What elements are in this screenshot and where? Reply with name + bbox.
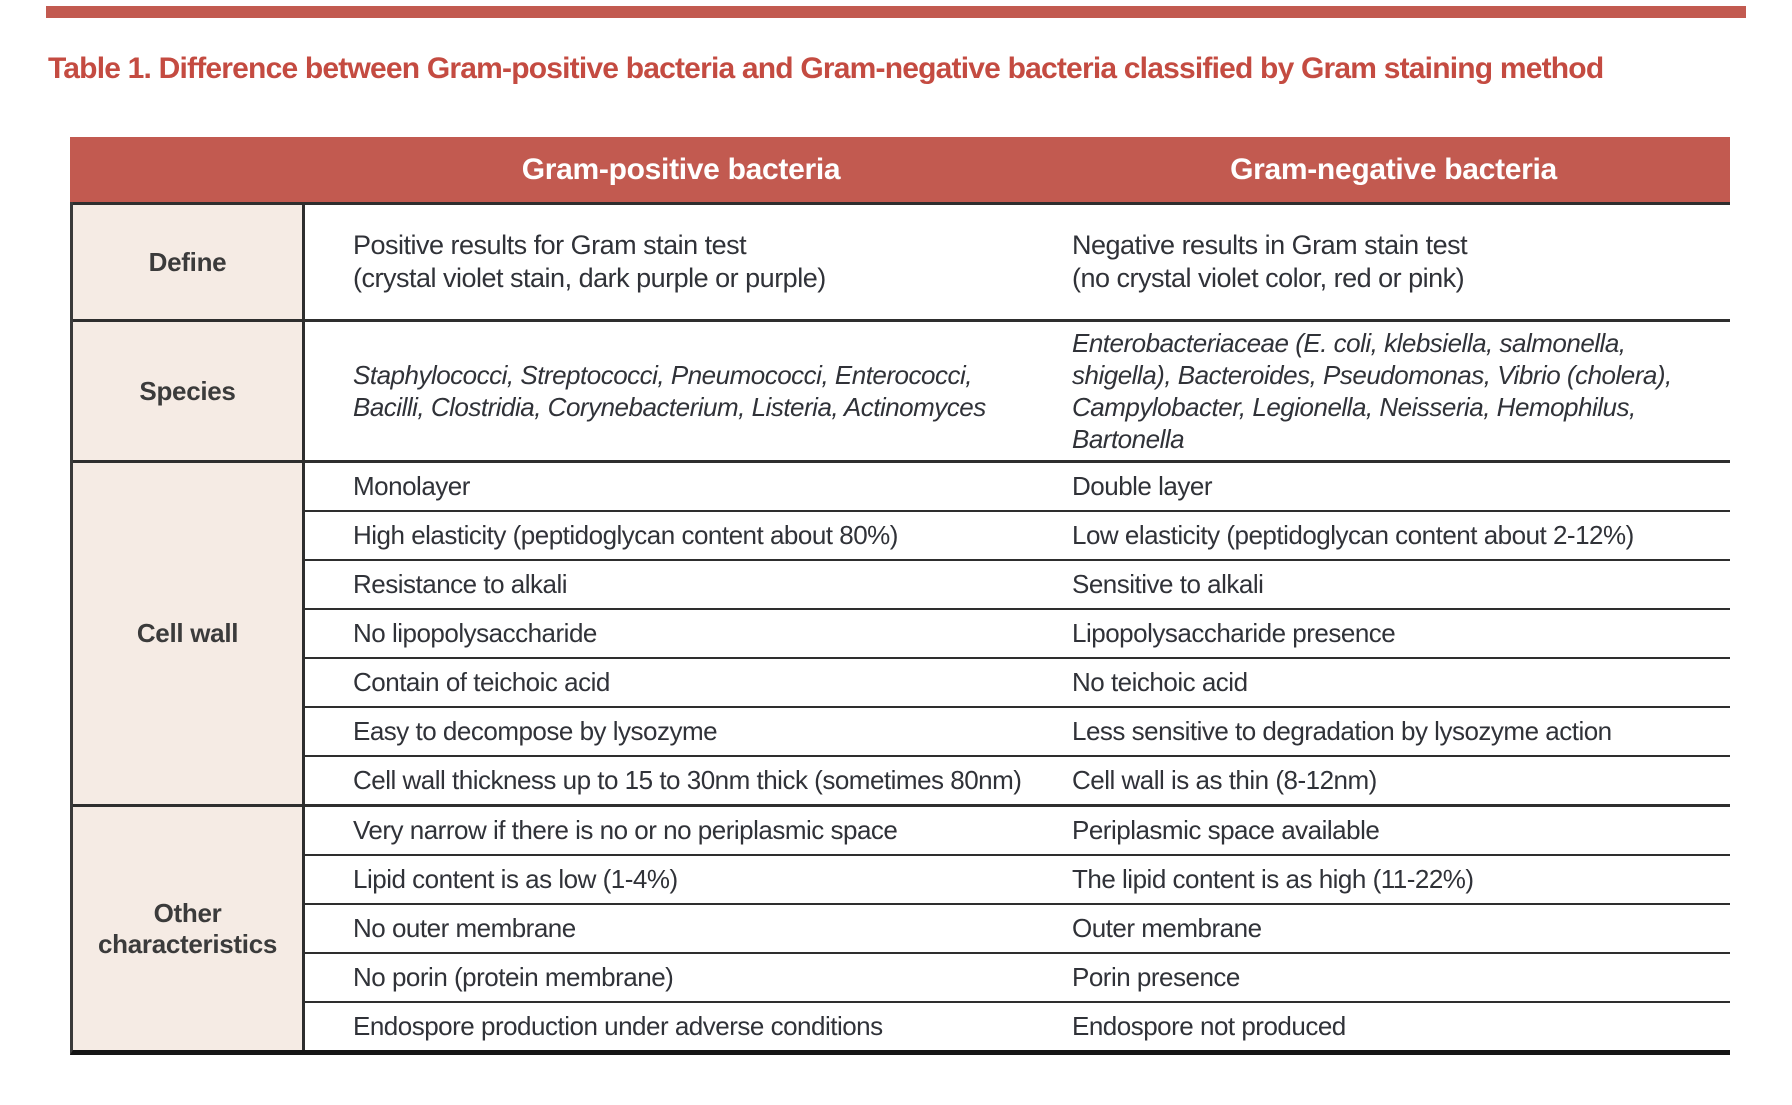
cell-negative: Sensitive to alkali [1072, 568, 1264, 599]
table-header-row: Gram-positive bacteria Gram-negative bac… [70, 137, 1730, 202]
cell-negative: Cell wall is as thin (8-12nm) [1072, 764, 1377, 795]
section-rows: Positive results for Gram stain test (cr… [305, 205, 1730, 319]
table-row: No lipopolysaccharide Lipopolysaccharide… [305, 608, 1730, 657]
table-row: Staphylococci, Streptococci, Pneumococci… [305, 322, 1730, 460]
header-gram-positive: Gram-positive bacteria [521, 152, 841, 186]
cell-negative: The lipid content is as high (11-22%) [1072, 863, 1474, 894]
comparison-table: Gram-positive bacteria Gram-negative bac… [70, 137, 1730, 1055]
cell-negative: Periplasmic space available [1072, 814, 1380, 845]
section-other-characteristics: Other characteristics Very narrow if the… [73, 804, 1730, 1050]
table-row: Easy to decompose by lysozyme Less sensi… [305, 706, 1730, 755]
table-title: Table 1. Difference between Gram-positiv… [48, 52, 1604, 85]
cell-negative: No teichoic acid [1072, 666, 1248, 697]
cell-positive: Monolayer [353, 470, 470, 501]
cell-positive: No outer membrane [353, 912, 576, 943]
cell-negative: Outer membrane [1072, 912, 1262, 943]
table-row: Cell wall thickness up to 15 to 30nm thi… [305, 755, 1730, 804]
cell-positive: Lipid content is as low (1-4%) [353, 863, 678, 894]
cell-positive: High elasticity (peptidoglycan content a… [353, 519, 898, 550]
section-define: Define Positive results for Gram stain t… [73, 202, 1730, 319]
cell-positive: Positive results for Gram stain test (cr… [353, 230, 826, 293]
table-row: Positive results for Gram stain test (cr… [305, 205, 1730, 319]
cell-positive: Resistance to alkali [353, 568, 568, 599]
table-row: No porin (protein membrane) Porin presen… [305, 952, 1730, 1001]
cell-negative: Less sensitive to degradation by lysozym… [1072, 715, 1612, 746]
section-rows: Staphylococci, Streptococci, Pneumococci… [305, 322, 1730, 460]
cell-negative: Low elasticity (peptidoglycan content ab… [1072, 519, 1634, 550]
cell-negative: Endospore not produced [1072, 1010, 1346, 1041]
cell-positive: Staphylococci, Streptococci, Pneumococci… [353, 359, 986, 422]
cell-negative: Negative results in Gram stain test (no … [1072, 230, 1468, 293]
cell-positive: No lipopolysaccharide [353, 617, 597, 648]
section-label: Species [73, 322, 305, 460]
section-rows: Monolayer Double layer High elasticity (… [305, 463, 1730, 804]
table-row: Endospore production under adverse condi… [305, 1001, 1730, 1050]
header-gram-negative: Gram-negative bacteria [1230, 152, 1557, 186]
section-rows: Very narrow if there is no or no peripla… [305, 807, 1730, 1050]
cell-negative: Double layer [1072, 470, 1212, 501]
table-row: Lipid content is as low (1-4%) The lipid… [305, 854, 1730, 903]
table-body: Define Positive results for Gram stain t… [70, 202, 1730, 1055]
cell-positive: Cell wall thickness up to 15 to 30nm thi… [353, 764, 1022, 795]
cell-positive: Easy to decompose by lysozyme [353, 715, 718, 746]
section-label: Cell wall [73, 463, 305, 804]
cell-positive: Contain of teichoic acid [353, 666, 610, 697]
table-row: Very narrow if there is no or no peripla… [305, 807, 1730, 854]
section-cell-wall: Cell wall Monolayer Double layer High el… [73, 460, 1730, 804]
cell-positive: Endospore production under adverse condi… [353, 1010, 883, 1041]
table-row: Resistance to alkali Sensitive to alkali [305, 559, 1730, 608]
cell-negative: Enterobacteriaceae (E. coli, klebsiella,… [1072, 327, 1672, 455]
section-label: Other characteristics [73, 807, 305, 1050]
cell-negative: Lipopolysaccharide presence [1072, 617, 1396, 648]
top-accent-bar [46, 6, 1746, 18]
table-row: Contain of teichoic acid No teichoic aci… [305, 657, 1730, 706]
table-row: High elasticity (peptidoglycan content a… [305, 510, 1730, 559]
table-row: Monolayer Double layer [305, 463, 1730, 510]
cell-positive: No porin (protein membrane) [353, 961, 674, 992]
section-label: Define [73, 205, 305, 319]
section-species: Species Staphylococci, Streptococci, Pne… [73, 319, 1730, 460]
cell-negative: Porin presence [1072, 961, 1240, 992]
table-row: No outer membrane Outer membrane [305, 903, 1730, 952]
cell-positive: Very narrow if there is no or no peripla… [353, 814, 898, 845]
